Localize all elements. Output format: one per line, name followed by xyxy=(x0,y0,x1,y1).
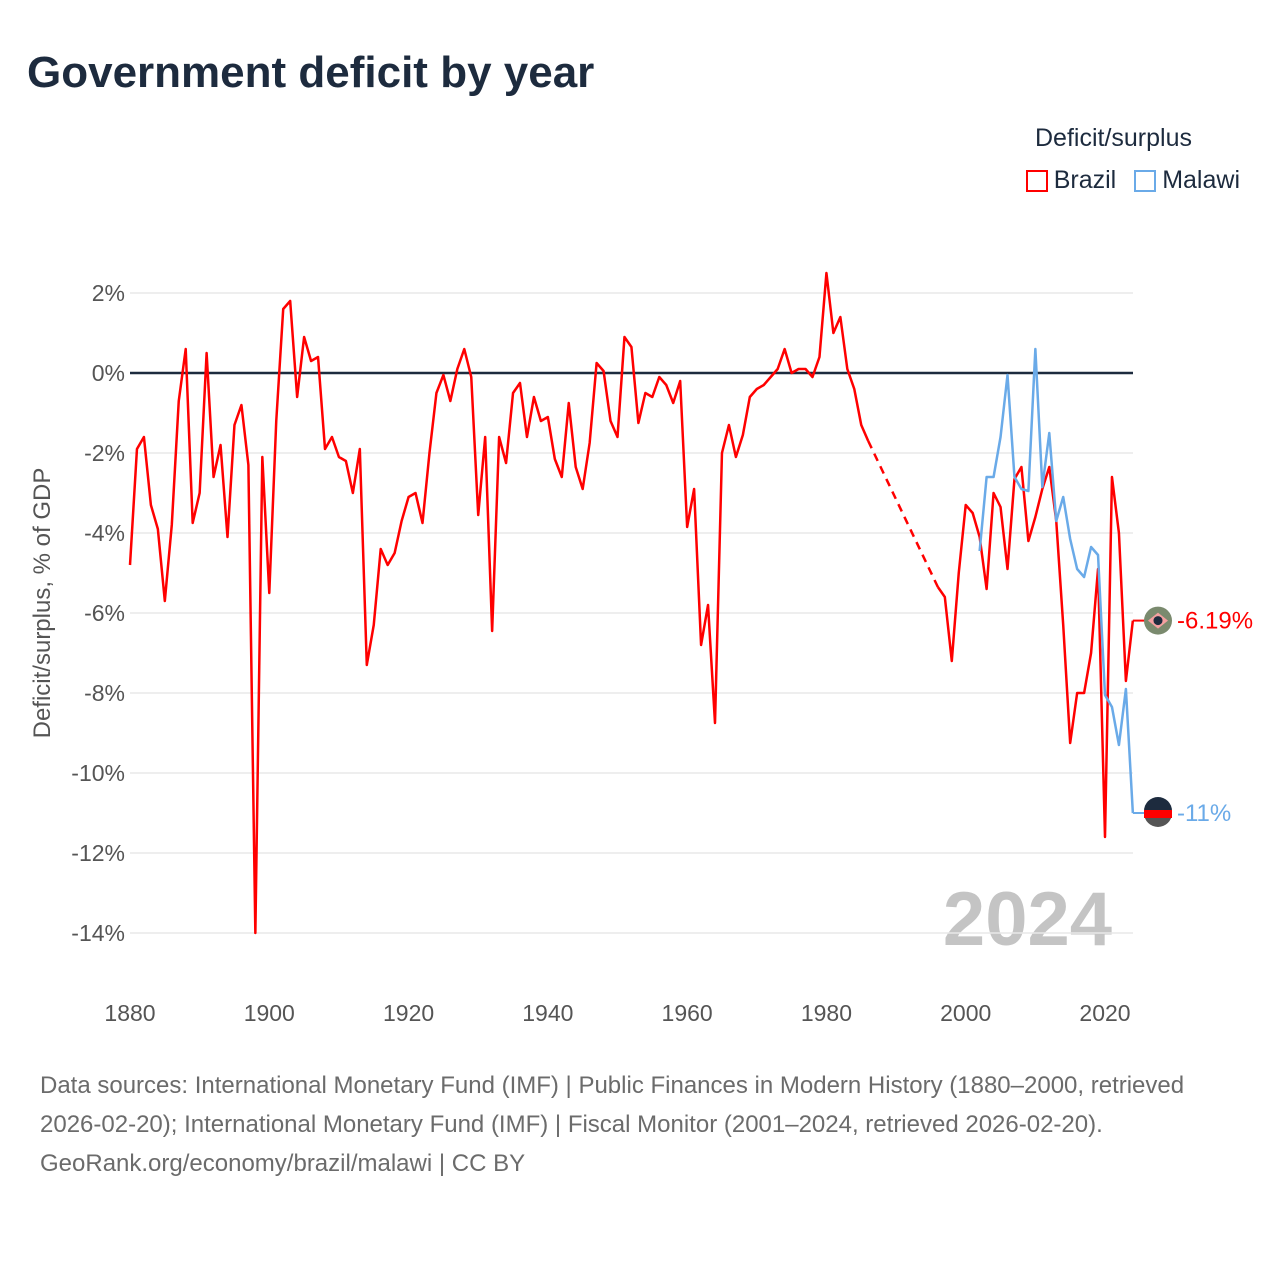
x-tick-label: 1900 xyxy=(244,1000,295,1026)
y-tick-label: -2% xyxy=(84,440,125,466)
legend-title: Deficit/surplus xyxy=(1035,124,1192,152)
credit-link[interactable]: GeoRank.org/economy/brazil/malawi | CC B… xyxy=(40,1150,526,1177)
flag-top xyxy=(1144,797,1172,811)
x-tick-label: 1960 xyxy=(662,1000,713,1026)
end-value-label: -11% xyxy=(1177,800,1231,827)
y-tick-label: -14% xyxy=(71,920,125,946)
series-line-malawi xyxy=(978,347,1135,814)
end-value-label: -6.19% xyxy=(1177,608,1253,635)
y-axis-label: Deficit/surplus, % of GDP xyxy=(29,468,56,739)
flag-icon-brazil xyxy=(1144,606,1172,635)
series-gap-line xyxy=(867,440,939,588)
y-tick-label: -10% xyxy=(71,760,125,786)
series-line-brazil xyxy=(936,465,1135,839)
x-tick-label: 1940 xyxy=(522,1000,573,1026)
legend-label: Brazil xyxy=(1053,166,1117,194)
line-chart: Deficit/surplus, % of GDP 2024 2% 0% -2% -4… xyxy=(29,271,1253,1026)
legend-swatch-brazil xyxy=(1025,169,1048,192)
legend-label: Malawi xyxy=(1162,166,1240,194)
chart-title: Government deficit by year xyxy=(27,48,595,97)
y-tick-label: -8% xyxy=(84,680,125,706)
year-watermark: 2024 xyxy=(943,877,1112,962)
flag-globe xyxy=(1153,616,1163,626)
legend: Brazil Malawi xyxy=(1025,166,1240,195)
x-tick-label: 2020 xyxy=(1079,1000,1130,1026)
x-tick-label: 2000 xyxy=(940,1000,991,1026)
series-line-brazil xyxy=(128,271,870,935)
y-tick-label: 2% xyxy=(92,280,125,306)
legend-swatch-malawi xyxy=(1134,169,1157,192)
footer: Data sources: International Monetary Fun… xyxy=(40,1066,1240,1183)
x-tick-label: 1920 xyxy=(383,1000,434,1026)
legend-item-brazil[interactable]: Brazil xyxy=(1025,166,1117,195)
y-tick-label: -12% xyxy=(71,840,125,866)
y-tick-label: -4% xyxy=(84,520,125,546)
flag-icon-malawi xyxy=(1144,797,1172,827)
flag-band xyxy=(1144,810,1172,818)
y-tick-label: 0% xyxy=(92,360,125,386)
legend-item-malawi[interactable]: Malawi xyxy=(1134,166,1240,195)
y-tick-label: -6% xyxy=(84,600,125,626)
x-tick-label: 1980 xyxy=(801,1000,852,1026)
x-tick-label: 1880 xyxy=(104,1000,155,1026)
data-sources: Data sources: International Monetary Fun… xyxy=(40,1072,1185,1138)
